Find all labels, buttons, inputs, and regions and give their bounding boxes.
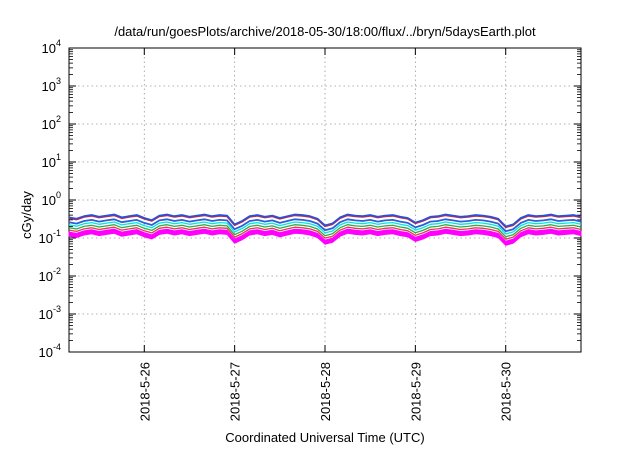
- y-tick-label: 102: [42, 114, 61, 132]
- x-axis-label: Coordinated Universal Time (UTC): [225, 430, 424, 445]
- y-axis-label: cGy/day: [19, 191, 34, 239]
- plot-area: 10-4 10-3 10-2 10-1 100 101 102 103 104 2018-5-26…: [39, 38, 582, 421]
- x-tick-label: 2018-5-28: [318, 362, 333, 421]
- x-tick-label: 2018-5-27: [228, 362, 243, 421]
- x-tick-label: 2018-5-30: [499, 362, 514, 421]
- y-tick-label: 10-4: [39, 342, 61, 360]
- y-tick-label: 100: [42, 190, 61, 208]
- y-tick-label: 10-1: [39, 228, 61, 246]
- series-line: [68, 218, 582, 233]
- series-band: [68, 228, 582, 246]
- y-tick-label: 101: [42, 152, 61, 170]
- y-tick-label: 10-2: [39, 266, 61, 284]
- series-line: [68, 226, 582, 240]
- y-tick-label: 10-3: [39, 304, 61, 322]
- series-line: [68, 221, 582, 235]
- series-line: [68, 224, 582, 238]
- x-tick-label: 2018-5-29: [408, 362, 423, 421]
- y-tick-label: 104: [42, 38, 61, 56]
- y-tick-label: 103: [42, 76, 61, 94]
- chart-title: /data/run/goesPlots/archive/2018-05-30/1…: [114, 24, 536, 39]
- series-line: [68, 213, 582, 228]
- x-tick-label: 2018-5-26: [137, 362, 152, 421]
